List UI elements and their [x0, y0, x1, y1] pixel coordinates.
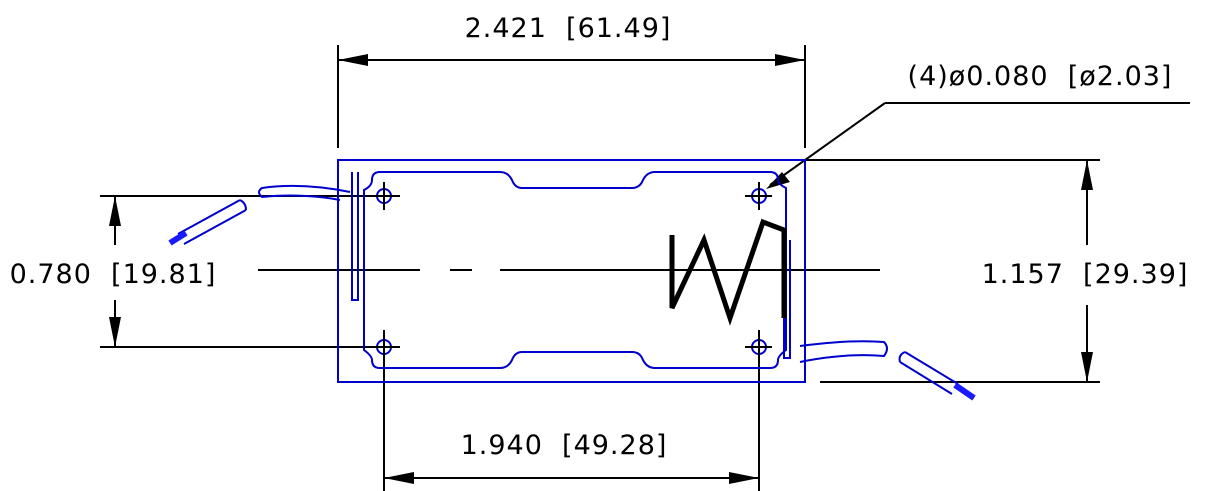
arrowhead-left	[338, 54, 368, 66]
arrowhead-right	[775, 54, 805, 66]
arrowhead-left	[384, 472, 414, 484]
overall-width-label: 2.421 [61.49]	[465, 13, 672, 44]
hole-callout: (4)ø0.080 [ø2.03]	[766, 61, 1190, 189]
lead-wire-right	[799, 340, 976, 401]
inner-outline	[363, 171, 787, 369]
overall-height-dimension: 1.157 [29.39]	[805, 159, 1189, 383]
arrowhead-up	[1081, 160, 1093, 190]
hole-callout-label: (4)ø0.080 [ø2.03]	[908, 61, 1173, 92]
outer-outline	[337, 159, 806, 383]
hole-spacing-vertical-label: 0.780 [19.81]	[10, 259, 217, 290]
wire-tip	[168, 230, 188, 246]
heater-body	[337, 159, 806, 383]
wire-tip	[953, 382, 976, 401]
zigzag-resistor-icon	[669, 218, 787, 326]
arrowhead-down	[1081, 352, 1093, 382]
overall-width-dimension: 2.421 [61.49]	[337, 13, 806, 148]
left-wire-strip	[351, 172, 359, 301]
arrowhead-right	[729, 472, 759, 484]
lead-wire-left	[168, 184, 351, 246]
hole-spacing-horizontal-label: 1.940 [49.28]	[461, 430, 668, 461]
arrowhead-down	[109, 317, 121, 347]
arrowhead-up	[109, 196, 121, 226]
hole-spacing-vertical-dimension: 0.780 [19.81]	[10, 195, 400, 348]
overall-height-label: 1.157 [29.39]	[982, 259, 1189, 290]
hole-spacing-horizontal-dimension: 1.940 [49.28]	[383, 330, 760, 491]
